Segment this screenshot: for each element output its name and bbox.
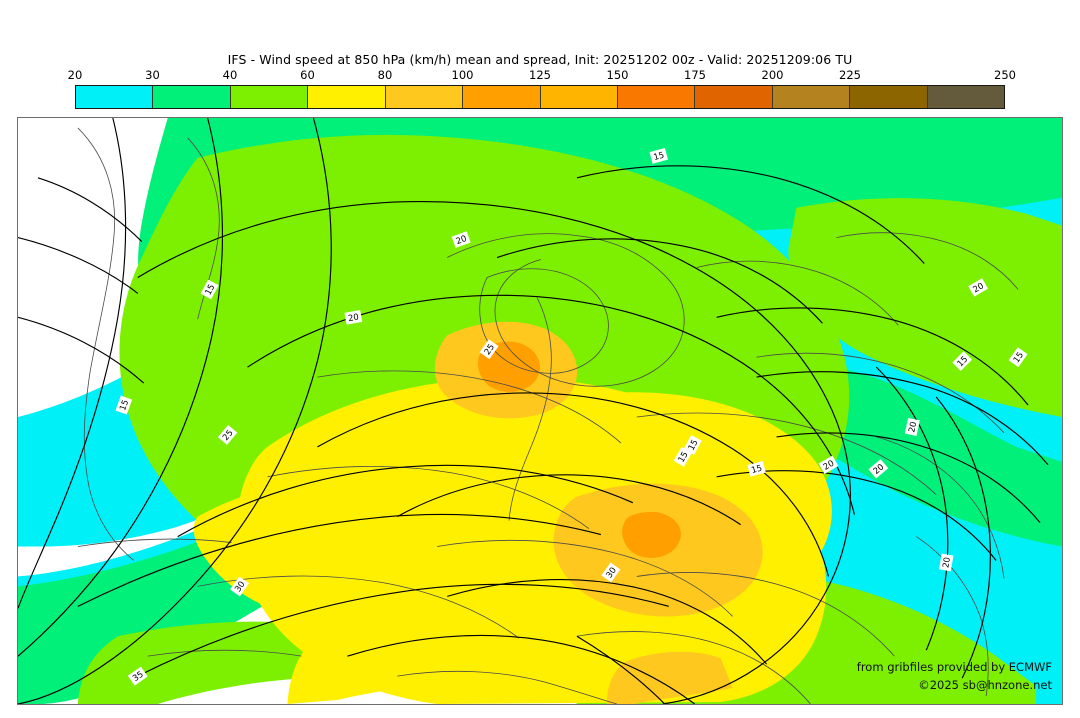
- svg-text:20: 20: [906, 421, 918, 434]
- colorbar-tick-225: 225: [839, 68, 861, 82]
- colorbar-tick-20: 20: [67, 68, 83, 82]
- svg-text:15: 15: [652, 150, 665, 162]
- svg-text:20: 20: [971, 280, 985, 294]
- colorbar-segment-125: [540, 86, 618, 108]
- colorbar-tick-30: 30: [145, 68, 160, 82]
- colorbar-segment-175: [695, 86, 773, 108]
- svg-text:20: 20: [821, 458, 835, 472]
- contour-lines: [18, 118, 1049, 704]
- svg-text:15: 15: [676, 450, 690, 464]
- colorbar-segment-200: [772, 86, 851, 108]
- colorbar: [75, 85, 1005, 109]
- contour-labels: 15 15 20 25 20: [115, 148, 1028, 686]
- svg-text:15: 15: [750, 463, 763, 475]
- coastlines: [77, 127, 1019, 704]
- svg-text:15: 15: [203, 282, 217, 296]
- colorbar-tick-150: 150: [606, 68, 629, 82]
- colorbar-segment-150: [617, 86, 696, 108]
- colorbar-segment-100: [463, 86, 541, 108]
- colorbar-segment-250: [927, 86, 1005, 108]
- colorbar-segment-20: [76, 86, 154, 108]
- svg-text:20: 20: [454, 233, 468, 246]
- colorbar-tick-100: 100: [451, 68, 474, 82]
- page-title: IFS - Wind speed at 850 hPa (km/h) mean …: [227, 52, 853, 67]
- colorbar-tick-125: 125: [529, 68, 551, 82]
- colorbar-segment-225: [850, 86, 928, 108]
- colorbar-tick-60: 60: [300, 68, 315, 82]
- colorbar-segment-60: [308, 86, 386, 108]
- map-plot-area[interactable]: 15 15 20 25 20: [17, 117, 1063, 705]
- wind-speed-contour-map: 15 15 20 25 20: [18, 118, 1062, 704]
- svg-text:20: 20: [940, 556, 952, 568]
- colorbar-segment-40: [230, 86, 309, 108]
- colorbar-tick-175: 175: [684, 68, 706, 82]
- svg-text:15: 15: [686, 438, 700, 452]
- colorbar-segment-30: [153, 86, 231, 108]
- colorbar-segments: [75, 85, 1005, 109]
- colorbar-tick-80: 80: [377, 68, 393, 82]
- windspeed-fill-bands: [18, 118, 1062, 704]
- colorbar-tick-labels: 20 30 40 60 80 100 125 150 175 200 225 250: [68, 68, 1016, 82]
- colorbar-tick-250: 250: [994, 68, 1016, 82]
- colorbar-tick-40: 40: [222, 68, 238, 82]
- colorbar-tick-200: 200: [761, 68, 784, 82]
- colorbar-segment-80: [385, 86, 464, 108]
- svg-text:20: 20: [347, 311, 359, 323]
- svg-text:15: 15: [117, 398, 130, 412]
